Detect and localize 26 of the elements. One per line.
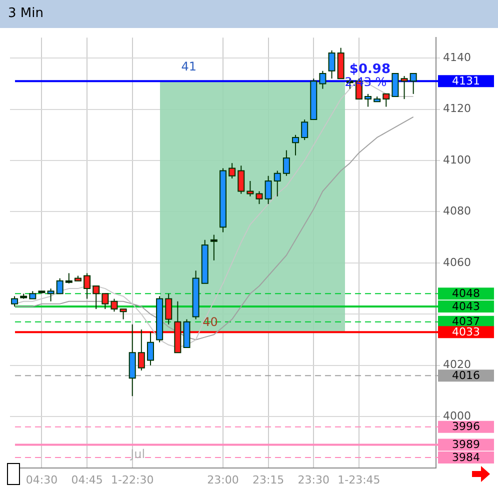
ref-line-label: 3989 [452,438,480,452]
y-tick-label: 4100 [443,153,471,166]
y-tick-label: 4020 [443,358,471,372]
x-tick-label: 23:00 [207,473,239,486]
annotation: $0.98 [349,62,391,78]
y-tick-label: 4060 [443,256,471,269]
y-tick-label: 4140 [443,50,471,64]
ref-line-label: 4016 [452,368,480,382]
annotation: 41 [181,59,197,74]
x-tick-label: 04:30 [26,473,58,486]
x-tick-label: 04:45 [71,473,103,486]
x-tick-label: 1-22:30 [111,473,154,486]
ref-line-label: 4043 [452,300,480,313]
chart-title: 3 Min [8,6,44,21]
x-tick-label: 23:30 [298,473,330,486]
x-tick-label: 1-23:45 [338,473,380,486]
y-tick-label: 4120 [443,102,471,116]
ref-line-label: 3984 [452,450,480,464]
x-tick-label: 23:15 [252,473,284,486]
y-tick-label: 4000 [443,409,471,422]
ref-line-label: 4131 [452,74,480,88]
ref-line-label: 3996 [452,420,480,434]
ref-line-label: 4048 [452,287,480,300]
annotation: Jul [130,447,146,462]
annotation: 40 [202,315,218,330]
y-tick-label: 4080 [443,204,471,218]
